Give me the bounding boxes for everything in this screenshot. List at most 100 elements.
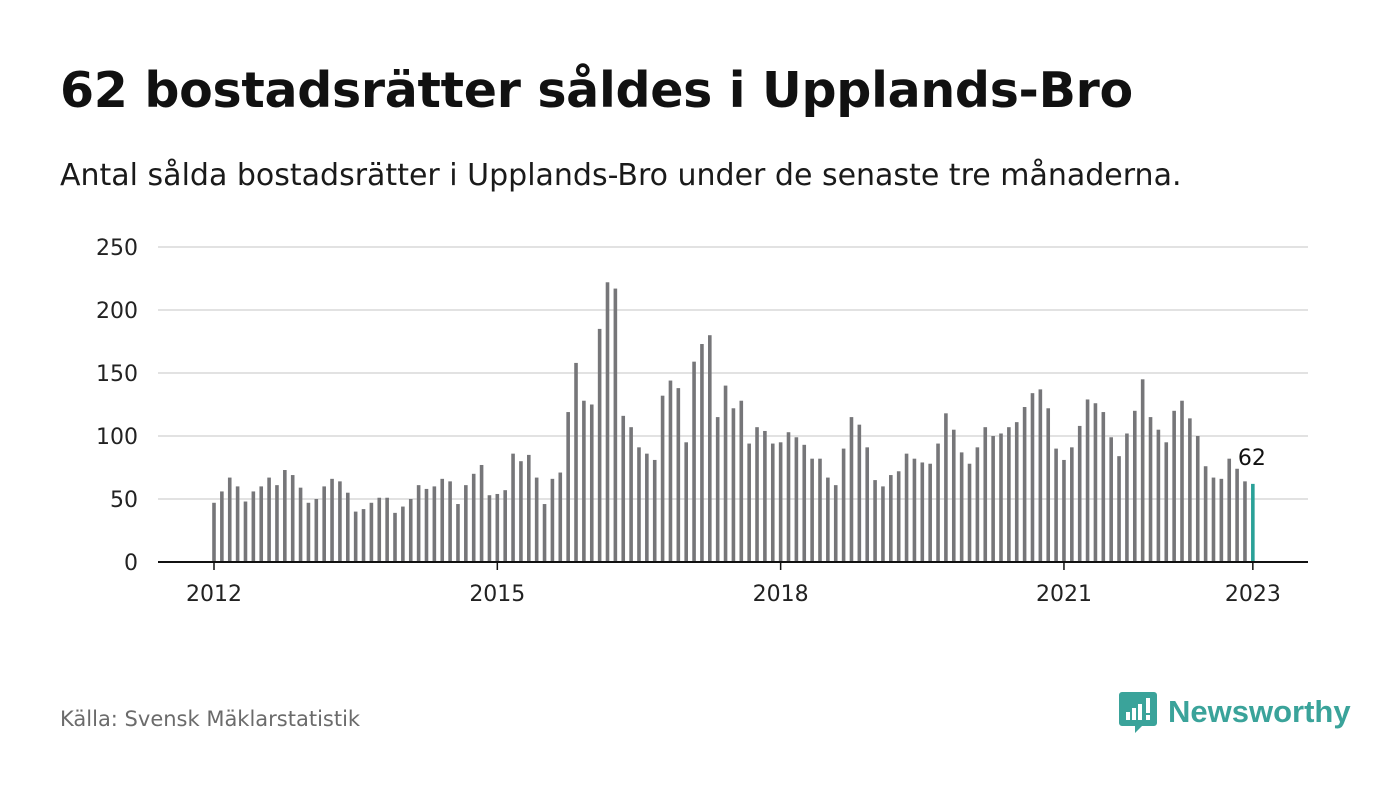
bar xyxy=(928,463,932,562)
brand-name: Newsworthy xyxy=(1168,694,1351,729)
bar xyxy=(589,404,594,562)
bar xyxy=(1022,407,1027,562)
bar xyxy=(1014,422,1019,562)
x-tick-label: 2018 xyxy=(753,582,809,607)
bar xyxy=(802,444,807,562)
bar xyxy=(723,385,728,562)
y-tick-label: 50 xyxy=(110,488,138,513)
bar xyxy=(645,453,649,562)
bar xyxy=(275,485,279,562)
chart-title: 62 bostadsrätter såldes i Upplands-Bro xyxy=(60,62,1133,119)
bar xyxy=(298,487,303,562)
bar xyxy=(416,485,421,562)
bar xyxy=(243,501,248,562)
bar xyxy=(393,512,397,562)
bar xyxy=(385,497,389,562)
bar xyxy=(511,453,515,562)
bar xyxy=(676,388,681,562)
bar xyxy=(786,432,791,562)
bar xyxy=(369,502,374,562)
bar xyxy=(904,453,909,562)
bar xyxy=(708,335,712,562)
bar xyxy=(542,504,547,562)
bar xyxy=(1030,393,1035,562)
bar xyxy=(794,437,799,562)
bar xyxy=(306,502,311,562)
bar xyxy=(621,415,626,562)
bar xyxy=(739,400,744,562)
bar xyxy=(959,452,964,562)
bar xyxy=(857,424,862,562)
y-tick-label: 250 xyxy=(96,236,138,261)
bar xyxy=(715,417,720,562)
bar xyxy=(503,490,507,562)
bar xyxy=(448,481,452,562)
x-tick-label: 2021 xyxy=(1036,582,1092,607)
bar xyxy=(873,480,877,562)
bar xyxy=(1007,427,1011,562)
bar xyxy=(731,408,736,562)
bar xyxy=(574,362,578,562)
bar xyxy=(550,478,555,562)
bar xyxy=(778,442,783,562)
bar xyxy=(881,486,885,562)
bar xyxy=(1180,400,1184,562)
bar xyxy=(896,471,901,562)
bar xyxy=(566,412,570,562)
y-tick-label: 150 xyxy=(96,362,138,387)
bar xyxy=(999,433,1003,562)
bar xyxy=(424,488,429,562)
bar xyxy=(692,361,696,562)
bar xyxy=(1085,399,1090,562)
bar xyxy=(353,511,358,562)
bar xyxy=(377,497,382,562)
bar xyxy=(495,493,500,562)
bar xyxy=(1188,418,1192,562)
bar xyxy=(629,427,633,562)
bar xyxy=(1243,481,1247,562)
bar xyxy=(1046,408,1051,562)
bar xyxy=(1211,477,1216,562)
bar xyxy=(951,429,956,562)
bar xyxy=(338,481,342,562)
bar xyxy=(660,395,665,562)
bar xyxy=(314,499,319,562)
bar xyxy=(1164,442,1169,562)
bar xyxy=(849,417,854,562)
bar xyxy=(700,344,704,562)
last-value-label: 62 xyxy=(1238,446,1266,471)
bar xyxy=(818,458,822,562)
x-tick-label: 2012 xyxy=(186,582,242,607)
bar xyxy=(770,443,775,562)
bar xyxy=(983,427,988,562)
bar xyxy=(684,442,688,562)
bar xyxy=(487,495,492,562)
bar xyxy=(345,492,350,562)
bar xyxy=(227,477,232,562)
bar xyxy=(755,427,759,562)
bar xyxy=(1219,478,1224,562)
bar xyxy=(408,499,413,562)
bar xyxy=(290,475,295,562)
source-note: Källa: Svensk Mäklarstatistik xyxy=(60,707,361,731)
bar xyxy=(605,282,610,562)
chart-subtitle: Antal sålda bostadsrätter i Upplands-Bro… xyxy=(60,158,1182,193)
bar xyxy=(865,447,870,562)
bar xyxy=(251,491,256,562)
bar xyxy=(912,458,917,562)
bar xyxy=(330,478,334,562)
brand-logo: Newsworthy xyxy=(1118,690,1351,734)
bar xyxy=(991,436,995,562)
y-tick-label: 0 xyxy=(124,551,138,576)
bar xyxy=(763,430,767,562)
bar xyxy=(889,475,893,562)
bar xyxy=(1148,417,1153,562)
bar xyxy=(1195,436,1200,562)
bar xyxy=(456,504,460,562)
bar xyxy=(401,506,405,562)
x-tick-label: 2015 xyxy=(469,582,525,607)
bar xyxy=(944,413,948,562)
bar xyxy=(1109,437,1113,562)
bar xyxy=(975,447,980,562)
